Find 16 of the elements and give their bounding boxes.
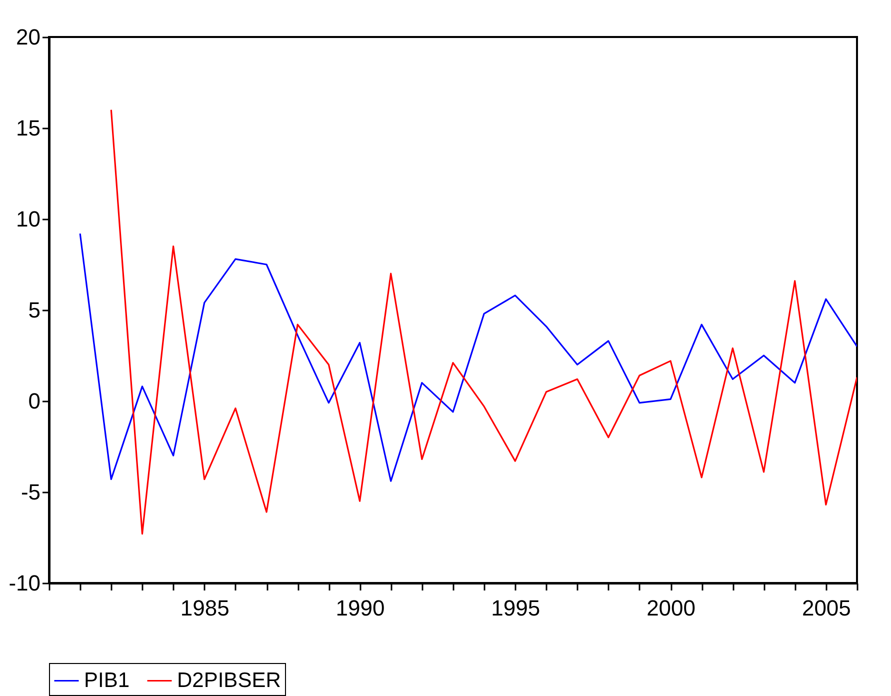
y-tick-label: 0 — [28, 388, 40, 414]
y-tick-label: 5 — [28, 298, 40, 322]
y-tick-label: 10 — [16, 206, 40, 232]
x-tick-label: 1985 — [180, 596, 230, 620]
y-tick-label: -10 — [8, 570, 40, 596]
legend-label: PIB1 — [84, 668, 130, 692]
x-tick-label: 2000 — [646, 596, 696, 620]
x-tick-label: 1990 — [336, 596, 385, 620]
y-tick-label: 15 — [16, 116, 40, 140]
line-series — [110, 109, 857, 535]
y-tick-label: -5 — [20, 480, 40, 504]
line-series — [79, 232, 857, 482]
x-tick-label: 2005 — [802, 596, 851, 620]
legend-label: D2PIBSER — [177, 668, 281, 692]
x-tick-label: 1995 — [491, 596, 540, 620]
y-tick-label: 20 — [16, 24, 40, 50]
